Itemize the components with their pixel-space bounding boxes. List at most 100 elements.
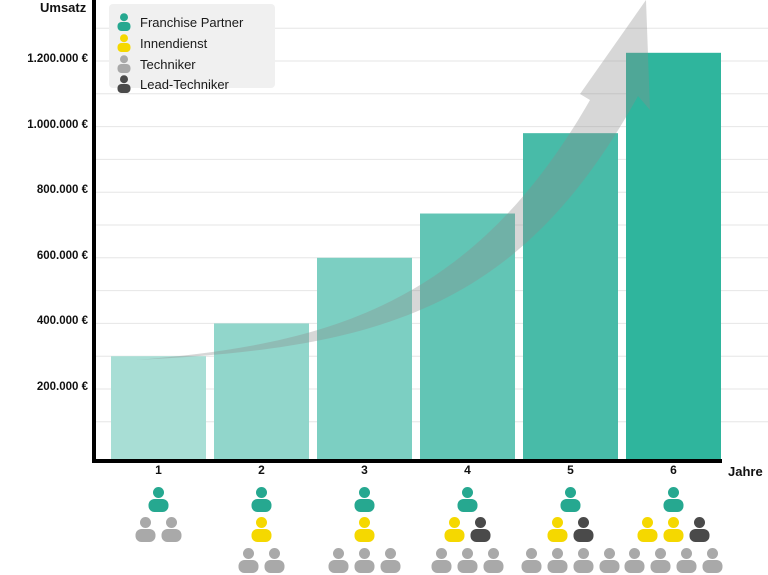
person-head [449,517,460,528]
person-body [483,560,504,573]
person-icon [457,548,478,573]
person-icon [251,517,272,542]
person-head [256,517,267,528]
person-icon [457,487,478,512]
person-icon [624,548,645,573]
person-icon [702,548,723,573]
person-head [153,487,164,498]
legend-item-innendienst: Innendienst [117,33,207,53]
trend-arrow-shape [136,0,650,360]
person-body [599,560,620,573]
person-head [359,517,370,528]
legend-label: Lead-Techniker [140,76,229,92]
person-body [354,529,375,542]
person-body [431,560,452,573]
person-head [707,548,718,559]
person-icon [483,548,504,573]
person-head [269,548,280,559]
person-head [333,548,344,559]
person-icon [547,517,568,542]
person-body [521,560,542,573]
person-body [560,499,581,512]
person-icon [470,517,491,542]
bar-year-6 [626,52,721,461]
person-icon [676,548,697,573]
person-icon [521,548,542,573]
person-icon [689,517,710,542]
person-head [604,548,615,559]
person-body [444,529,465,542]
bars [111,52,721,461]
person-body [457,499,478,512]
person-head [256,487,267,498]
person-head [385,548,396,559]
person-body [328,560,349,573]
legend-label: Franchise Partner [140,14,244,30]
person-body [135,529,156,542]
y-axis-title: Umsatz [40,0,87,15]
person-head [359,487,370,498]
person-icon [117,34,131,52]
x-tick-label: 6 [670,463,677,477]
team-year-3 [328,487,401,573]
person-head [578,548,589,559]
person-body [380,560,401,573]
team-year-6 [624,487,723,573]
person-head [552,517,563,528]
team-year-1 [135,487,182,542]
person-icon [573,548,594,573]
person-icon [354,517,375,542]
person-body [637,529,658,542]
person-icon [650,548,671,573]
person-head [694,517,705,528]
person-head [436,548,447,559]
person-head [462,548,473,559]
person-body [663,529,684,542]
bar-year-3 [317,257,412,460]
person-head [681,548,692,559]
person-body [161,529,182,542]
y-tick-label: 400.000 € [36,315,88,328]
team-year-2 [238,487,285,573]
axes [92,0,722,463]
person-head [642,517,653,528]
team-year-4 [431,487,504,573]
person-head [578,517,589,528]
person-icon [264,548,285,573]
person-icon [135,517,156,542]
person-body [702,560,723,573]
person-body [354,560,375,573]
bar-year-5 [523,133,618,460]
person-body [573,560,594,573]
x-tick-label: 3 [361,463,368,477]
person-icon [354,548,375,573]
person-head [668,487,679,498]
person-head [526,548,537,559]
person-icon [573,517,594,542]
y-tick-label: 200.000 € [36,381,88,393]
person-head [462,487,473,498]
person-head [359,548,370,559]
person-head [166,517,177,528]
legend-label: Innendienst [140,35,208,51]
person-body [457,560,478,573]
person-icon [663,517,684,542]
bar-year-1 [111,356,206,460]
person-body [624,560,645,573]
person-icon [380,548,401,573]
person-icon [148,487,169,512]
y-tick-label: 600.000 € [36,249,88,262]
person-body [547,560,568,573]
person-icon [161,517,182,542]
person-icon [637,517,658,542]
y-tick-label: 1.200.000 € [27,53,88,65]
x-axis-title: Jahre [728,464,763,479]
person-body [650,560,671,573]
person-head [655,548,666,559]
person-head [668,517,679,528]
person-icon [238,548,259,573]
growth-trend-arrow [136,0,650,360]
legend-item-techniker: Techniker [117,54,196,74]
person-body [573,529,594,542]
